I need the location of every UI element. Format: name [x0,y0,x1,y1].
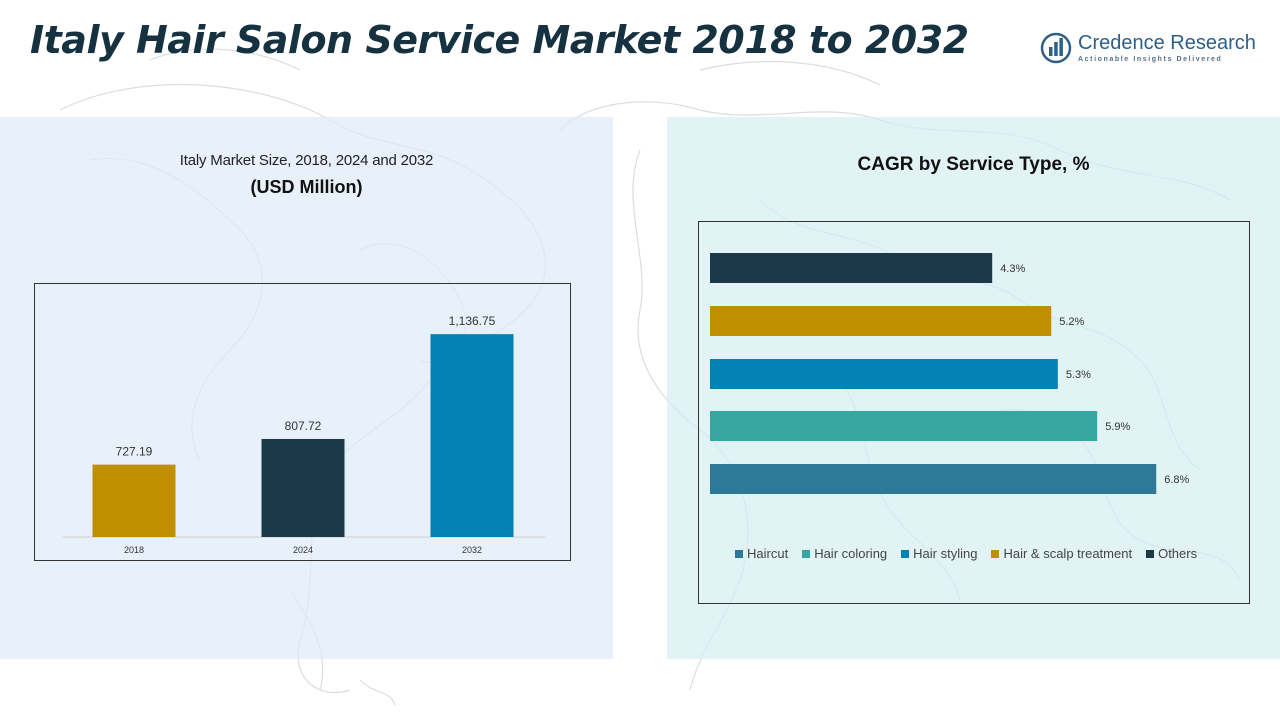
value-label-2024: 807.72 [285,419,322,433]
logo-tagline: Actionable Insights Delivered [1078,56,1223,63]
cagr-legend: Haircut Hair coloring Hair styling Hair & s… [735,546,1197,561]
cagr-subtitle: CAGR by Service Type, % [857,154,1090,175]
hbar-hair-scalp-treatment [710,306,1052,336]
value-label-2018: 727.19 [116,445,153,459]
hbar-others [710,253,993,283]
bar-2024 [261,438,345,537]
hbar-hair-styling [710,359,1058,389]
market-size-unit: (USD Million) [250,177,363,197]
hbar-value-label: 4.3% [1000,263,1025,275]
value-label-2032: 1,136.75 [449,314,496,328]
tick-label-2024: 2024 [293,545,313,555]
legend-item: Hair styling [901,546,977,561]
page-title: Italy Hair Salon Service Market 2018 to … [30,18,969,62]
hbar-value-label: 6.8% [1164,474,1189,486]
logo-name: Credence Research [1078,32,1256,54]
market-size-bar-chart: 727.19 2018 807.72 2024 1,136.75 2032 [63,314,545,555]
hbar-value-label: 5.3% [1066,369,1091,381]
market-size-subtitle: Italy Market Size, 2018, 2024 and 2032 [179,152,434,169]
legend-item: Hair & scalp treatment [991,546,1132,561]
legend-item: Others [1146,546,1197,561]
legend-swatch [991,549,1000,558]
tick-label-2032: 2032 [462,545,482,555]
hbar-value-label: 5.2% [1059,316,1084,328]
legend-swatch [1146,549,1155,558]
legend-label: Haircut [747,546,789,561]
legend-swatch [802,549,811,558]
market-size-chart-frame: 727.19 2018 807.72 2024 1,136.75 2032 [34,283,571,561]
hbar-hair-coloring [710,411,1098,441]
credence-research-logo: Credence Research Actionable Insights De… [1040,30,1256,70]
bar-chart-circle-logo-icon [1040,32,1072,64]
legend-label: Others [1158,546,1198,561]
bar-2018 [92,464,176,537]
legend-swatch [901,549,910,558]
legend-item: Haircut [735,546,788,561]
hbar-haircut [710,464,1157,494]
bar-2032 [430,334,514,537]
legend-item: Hair coloring [802,546,887,561]
legend-swatch [735,549,743,558]
legend-label: Hair & scalp treatment [1003,546,1133,561]
cagr-chart-frame: 4.3% 5.2% 5.3% 5.9% 6.8% [698,221,1250,604]
legend-label: Hair styling [913,546,978,561]
cagr-bar-chart: 4.3% 5.2% 5.3% 5.9% 6.8% [710,253,1190,494]
tick-label-2018: 2018 [124,545,144,555]
legend-label: Hair coloring [814,546,888,561]
hbar-value-label: 5.9% [1105,421,1130,433]
